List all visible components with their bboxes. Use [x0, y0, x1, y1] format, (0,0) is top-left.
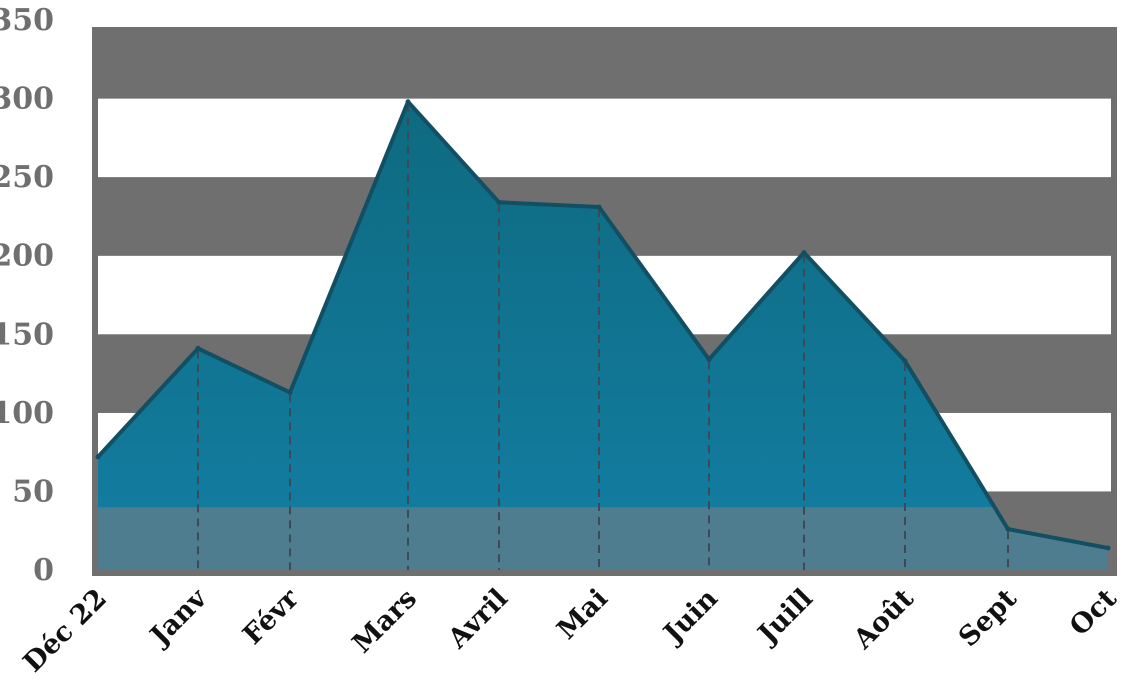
series-line-segment [96, 346, 200, 459]
data-point [195, 345, 201, 351]
grid-band [98, 98, 1111, 178]
data-point [902, 358, 908, 364]
x-tick-label: Août [847, 583, 920, 656]
x-tick-label: Déc 22 [17, 583, 112, 678]
data-point [287, 389, 293, 395]
data-point [706, 356, 712, 362]
data-point [1105, 545, 1111, 551]
series-line-segment [196, 346, 292, 395]
series-line-segment [903, 359, 1010, 532]
y-tick-label: 50 [12, 474, 54, 509]
data-point [801, 250, 807, 256]
x-axis-ticks: Déc 22 Janv Févr Mars Avril Mai Juin Juill Août S… [17, 582, 1123, 678]
area-fill [98, 101, 1108, 570]
data-point [95, 454, 101, 460]
data-point [496, 199, 502, 205]
data-point [596, 204, 602, 210]
line-layer [95, 99, 1111, 551]
series-line-segment [1006, 527, 1110, 550]
series-line-segment [288, 99, 410, 395]
area-low-band [98, 507, 1108, 570]
series-line-segment [707, 250, 806, 362]
x-tick-label: Mars [347, 583, 423, 659]
x-tick-label: Sept [953, 583, 1023, 653]
x-tick-label: Oct [1064, 583, 1123, 642]
series-line-segment [406, 99, 501, 205]
y-tick-label: 300 [0, 82, 54, 117]
grid-band [92, 27, 1117, 99]
data-point [1005, 526, 1011, 532]
area-layer [98, 101, 1108, 570]
x-tick-label: Mai [551, 583, 614, 646]
y-axis-ticks: 0 50 100 150 200 250 300 350 [0, 3, 54, 588]
x-tick-label: Juin [657, 583, 725, 651]
series-line-segment [597, 205, 711, 362]
y-tick-label: 150 [0, 317, 54, 352]
x-tick-label: Févr [237, 582, 305, 650]
y-tick-label: 250 [0, 160, 54, 195]
x-tick-label: Janv [143, 582, 214, 653]
y-tick-label: 0 [33, 553, 54, 588]
y-tick-label: 350 [0, 3, 54, 38]
x-tick-label: Juill [751, 583, 819, 651]
y-tick-label: 200 [0, 239, 54, 274]
series-line-segment [802, 250, 907, 363]
data-point [405, 99, 411, 105]
y-tick-label: 100 [0, 396, 54, 431]
x-tick-label: Avril [442, 583, 514, 655]
series-line-segment [497, 200, 601, 209]
drop-lines [197, 103, 1009, 570]
